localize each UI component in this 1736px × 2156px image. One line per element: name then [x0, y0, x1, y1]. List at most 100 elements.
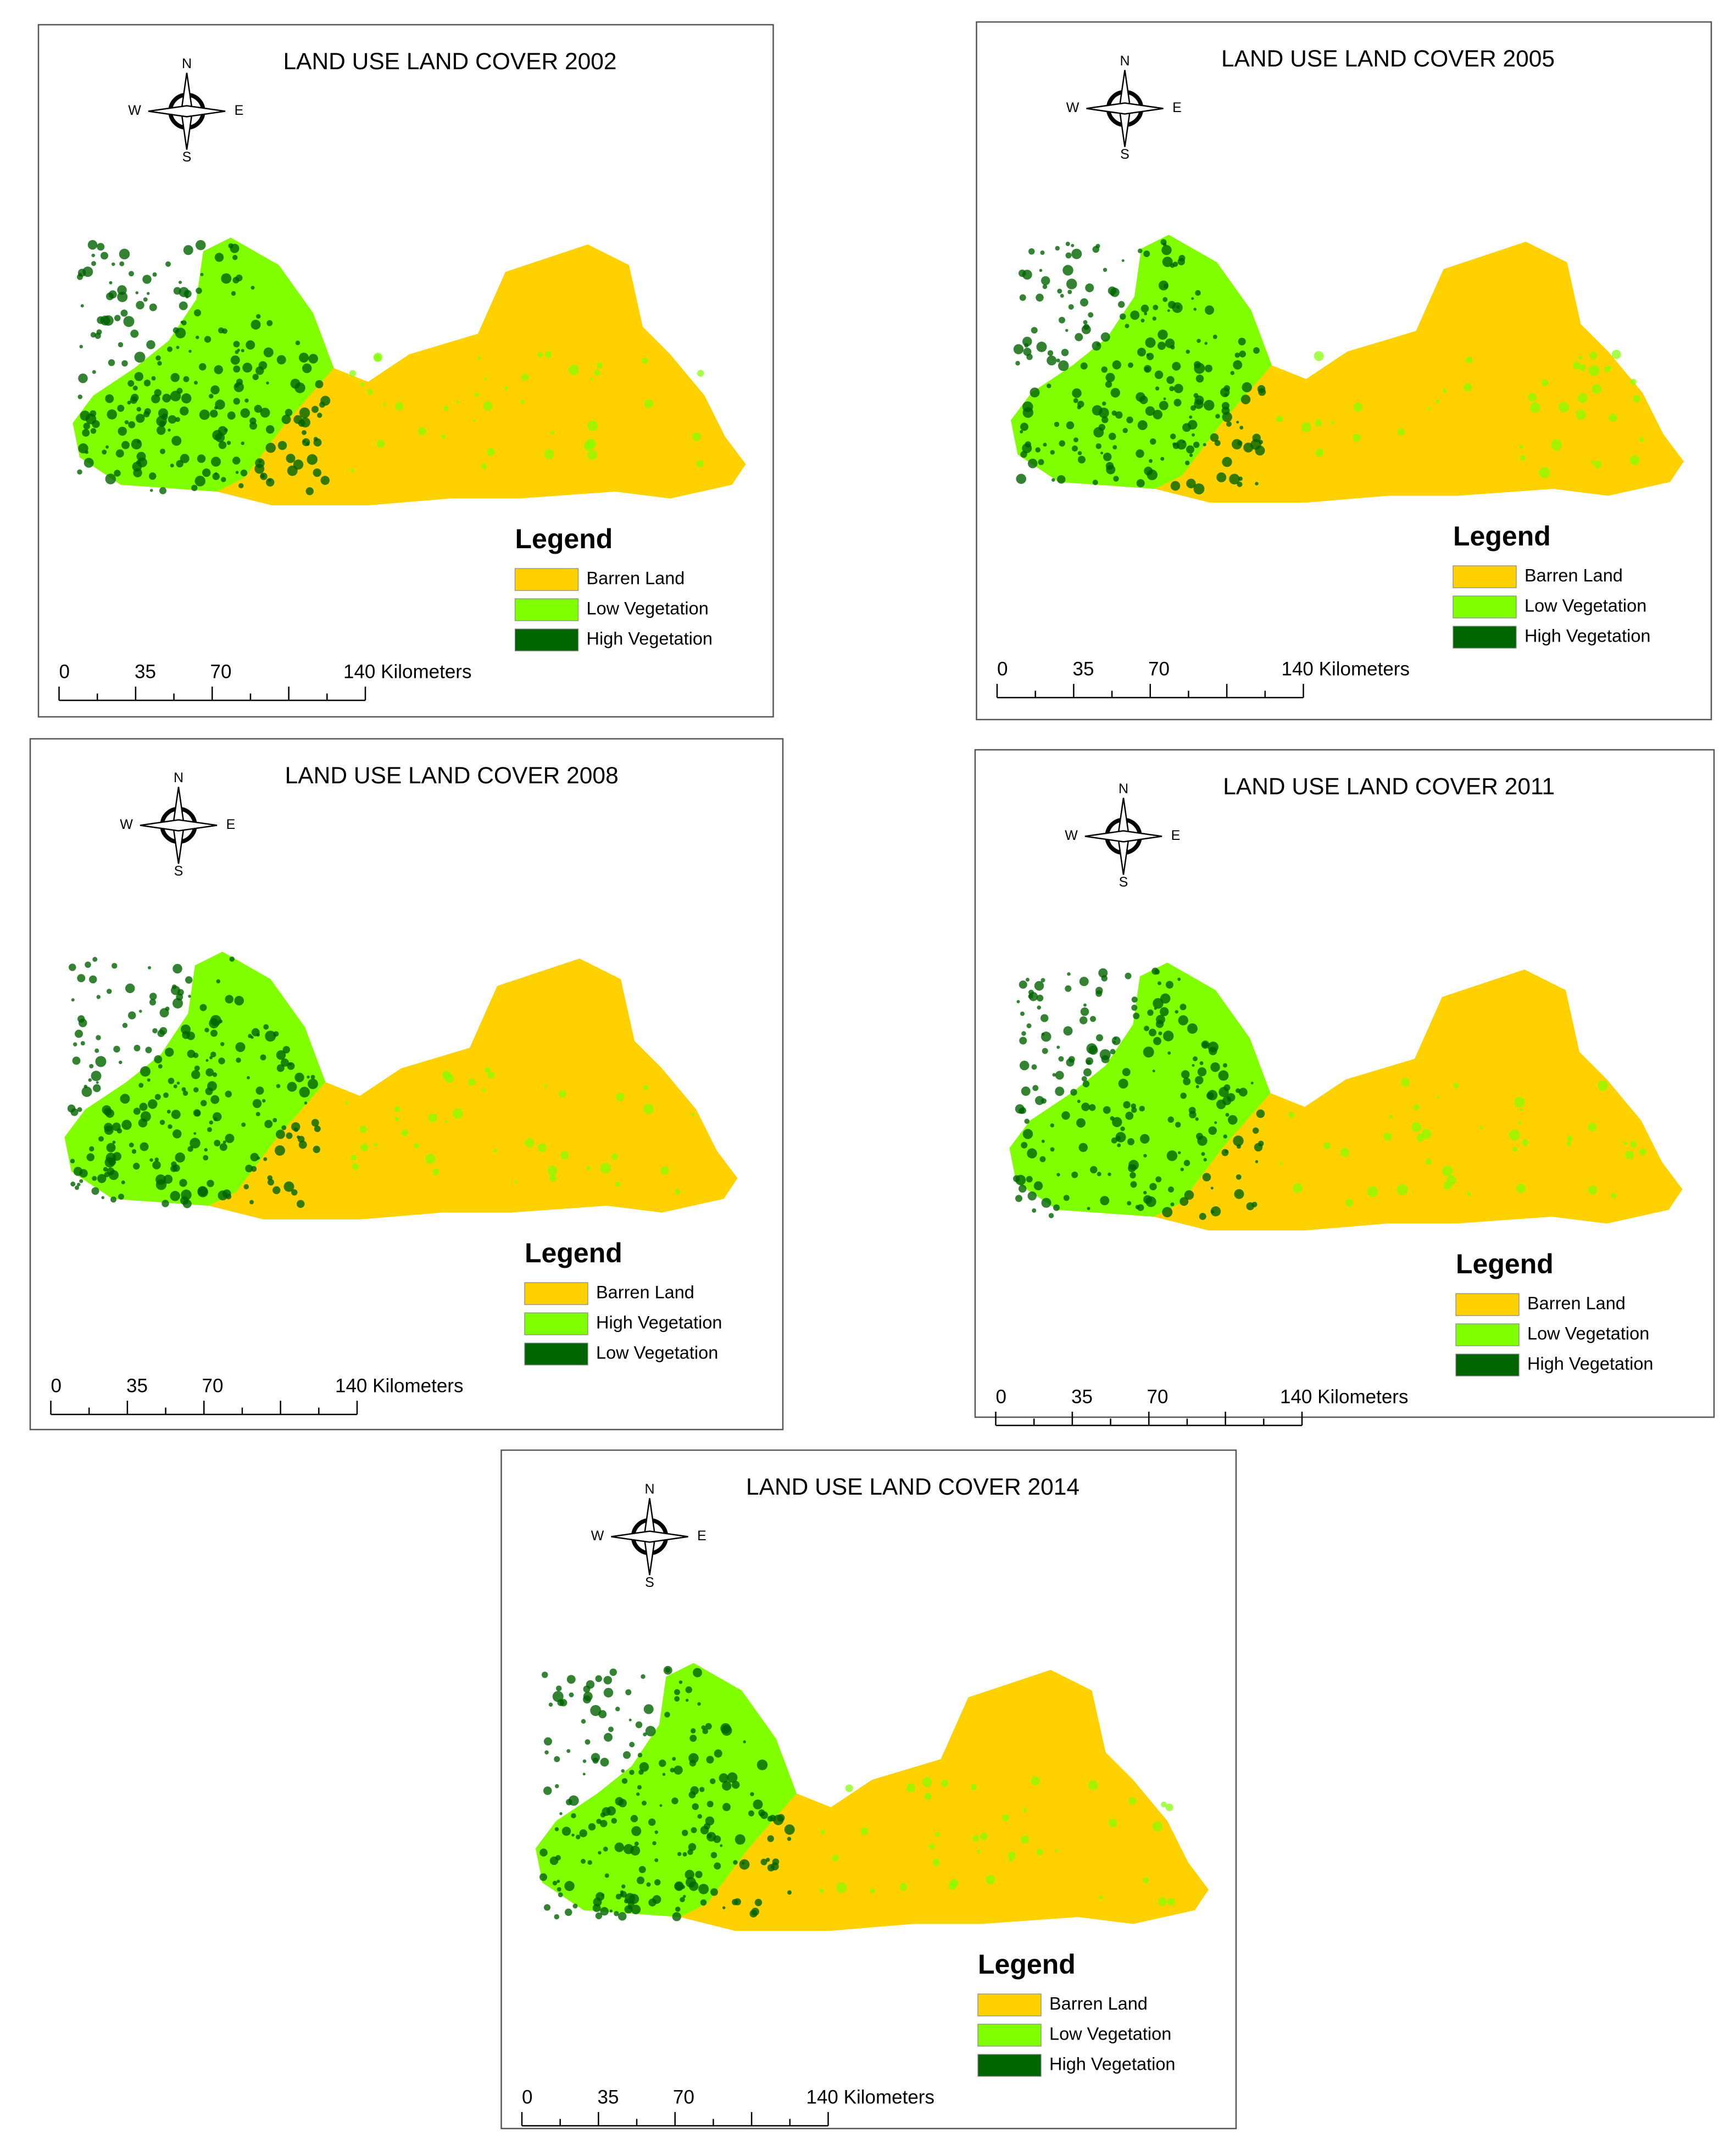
vegetation-patch [1516, 1184, 1526, 1193]
vegetation-patch [219, 1019, 223, 1023]
vegetation-patch [256, 314, 261, 319]
vegetation-patch [1210, 1062, 1220, 1072]
vegetation-patch [660, 1166, 669, 1175]
vegetation-patch [1237, 441, 1243, 446]
legend-title: Legend [1456, 1249, 1554, 1279]
vegetation-patch [1166, 1150, 1178, 1161]
vegetation-patch [1153, 410, 1162, 420]
vegetation-patch [719, 1773, 728, 1783]
vegetation-patch [209, 1120, 213, 1125]
vegetation-patch [1098, 968, 1108, 978]
vegetation-patch [1250, 1082, 1254, 1085]
vegetation-patch [699, 1787, 705, 1792]
vegetation-patch [1195, 1076, 1204, 1085]
vegetation-patch [1071, 248, 1082, 259]
vegetation-patch [977, 1849, 981, 1853]
vegetation-patch [1443, 1181, 1452, 1190]
vegetation-patch [924, 1792, 932, 1800]
vegetation-patch [268, 1179, 274, 1186]
vegetation-patch [1019, 1037, 1027, 1045]
vegetation-patch [350, 469, 354, 472]
vegetation-patch [642, 1801, 647, 1806]
vegetation-patch [311, 405, 319, 413]
vegetation-patch [140, 1066, 151, 1077]
vegetation-patch [1530, 402, 1540, 413]
vegetation-patch [600, 1907, 609, 1916]
vegetation-patch [452, 1108, 463, 1119]
vegetation-patch [260, 1054, 266, 1061]
vegetation-patch [197, 454, 206, 463]
vegetation-patch [148, 1099, 158, 1109]
vegetation-patch [88, 1078, 92, 1082]
vegetation-patch [870, 1888, 875, 1893]
vegetation-patch [608, 1726, 614, 1732]
vegetation-patch [544, 1750, 549, 1754]
vegetation-patch [537, 1143, 547, 1152]
scale-label: 0 [51, 1375, 62, 1396]
vegetation-patch [121, 1119, 132, 1130]
vegetation-patch [294, 382, 305, 393]
vegetation-patch [79, 1018, 87, 1027]
vegetation-patch [1220, 387, 1230, 397]
vegetation-patch [1237, 481, 1243, 487]
vegetation-patch [707, 1833, 712, 1839]
vegetation-patch [1065, 985, 1072, 992]
vegetation-patch [710, 1778, 716, 1784]
vegetation-patch [674, 1189, 680, 1195]
vegetation-patch [181, 320, 187, 326]
vegetation-patch [568, 1795, 579, 1806]
vegetation-patch [1170, 345, 1175, 350]
vegetation-patch [753, 1800, 763, 1809]
vegetation-patch [603, 1846, 608, 1852]
vegetation-patch [266, 381, 269, 385]
vegetation-patch [218, 1057, 225, 1065]
vegetation-patch [1021, 1087, 1031, 1096]
vegetation-patch [727, 1772, 738, 1783]
vegetation-patch [1057, 288, 1062, 294]
vegetation-patch [1201, 1152, 1205, 1156]
vegetation-patch [1167, 309, 1170, 312]
legend-swatch [1455, 1323, 1520, 1346]
vegetation-patch [688, 1843, 697, 1851]
vegetation-patch [1096, 1034, 1103, 1041]
vegetation-patch [1143, 1154, 1147, 1158]
vegetation-patch [1229, 473, 1240, 484]
vegetation-patch [1518, 1121, 1522, 1124]
vegetation-patch [571, 1813, 576, 1819]
vegetation-patch [125, 983, 135, 993]
vegetation-patch [1100, 332, 1110, 342]
vegetation-patch [1207, 1090, 1218, 1101]
vegetation-patch [639, 1762, 649, 1772]
vegetation-patch [595, 1912, 603, 1919]
vegetation-patch [260, 473, 265, 478]
compass-label: W [128, 103, 141, 118]
vegetation-patch [693, 1668, 702, 1678]
vegetation-patch [552, 1881, 558, 1886]
vegetation-patch [227, 411, 236, 420]
vegetation-patch [367, 388, 373, 395]
vegetation-patch [85, 414, 97, 425]
vegetation-patch [1127, 1201, 1132, 1206]
vegetation-patch [181, 1087, 186, 1092]
vegetation-patch [1345, 1199, 1354, 1207]
scale-label: 35 [126, 1375, 148, 1396]
vegetation-patch [468, 1078, 476, 1086]
vegetation-patch [112, 963, 118, 969]
vegetation-patch [1015, 1195, 1022, 1202]
vegetation-patch [263, 1157, 268, 1161]
vegetation-patch [120, 309, 128, 317]
vegetation-patch [137, 440, 141, 444]
vegetation-patch [1255, 1160, 1259, 1163]
vegetation-patch [1028, 459, 1038, 469]
vegetation-patch [1056, 1173, 1060, 1177]
vegetation-patch [932, 1859, 940, 1867]
vegetation-patch [1592, 384, 1601, 394]
vegetation-patch [113, 1152, 121, 1161]
vegetation-patch [596, 1892, 605, 1901]
legend-label: Barren Land [587, 569, 685, 588]
compass: N S E W [1066, 53, 1182, 162]
vegetation-patch [720, 1844, 723, 1847]
land-cover-map [536, 1663, 1209, 1931]
vegetation-patch [255, 1087, 264, 1095]
